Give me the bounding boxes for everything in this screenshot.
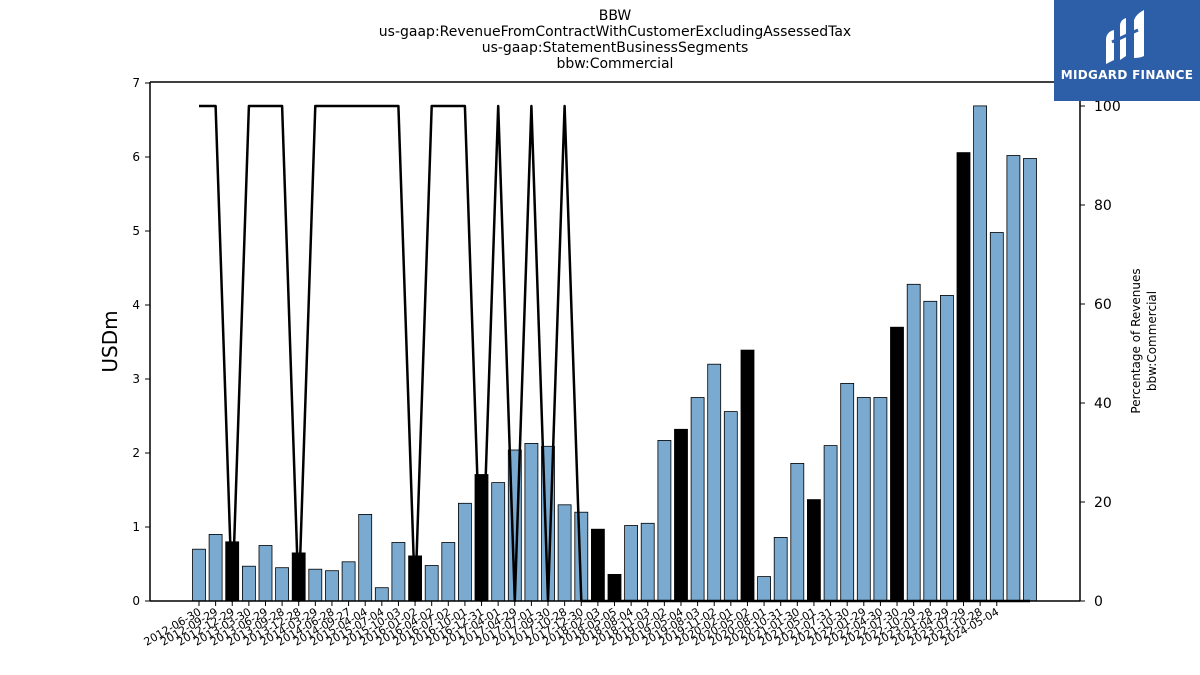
bar <box>208 534 223 602</box>
y-tick-label: 1 <box>132 520 140 534</box>
bar <box>840 382 855 602</box>
logo: MIDGARD FINANCE <box>1054 0 1200 101</box>
chart-title-line-4: bbw:Commercial <box>556 56 674 72</box>
bar <box>441 542 456 602</box>
y-tick-label: 4 <box>132 298 140 312</box>
bar <box>607 574 622 602</box>
bar <box>923 300 938 602</box>
bar <box>890 326 904 602</box>
bar <box>391 542 406 602</box>
y-tick-label: 2 <box>132 446 140 460</box>
bar <box>325 570 339 602</box>
chart-title-line-2: us-gaap:RevenueFromContractWithCustomerE… <box>378 24 852 40</box>
bar <box>740 349 755 602</box>
bar <box>856 397 871 602</box>
bar <box>624 525 638 602</box>
y2-tick-label: 40 <box>1094 396 1112 412</box>
bar <box>524 442 539 602</box>
bar <box>873 397 888 602</box>
bar <box>757 576 771 602</box>
bar <box>1006 155 1021 602</box>
bar <box>241 565 256 602</box>
y-tick-label: 0 <box>132 594 140 608</box>
bar <box>374 587 389 602</box>
bar <box>807 499 821 602</box>
bar <box>640 522 655 602</box>
y2-tick-label: 80 <box>1094 198 1112 214</box>
bar <box>973 105 987 602</box>
logo-mark-icon <box>1106 10 1144 64</box>
bar <box>790 462 805 602</box>
logo-text: MIDGARD FINANCE <box>1060 68 1194 82</box>
bar <box>341 561 356 602</box>
bar <box>457 502 472 602</box>
bar <box>192 548 206 602</box>
y-tick-label: 3 <box>132 372 140 386</box>
bar <box>308 568 323 602</box>
bar <box>707 363 722 602</box>
y-tick-label: 7 <box>132 76 140 90</box>
bar <box>690 397 705 602</box>
bar <box>940 294 954 602</box>
bar <box>557 504 572 602</box>
y2-tick-label: 0 <box>1094 594 1103 610</box>
bar <box>591 528 605 602</box>
y2-axis-label: Percentage of Revenues <box>1129 268 1143 413</box>
bar <box>906 283 921 602</box>
bar <box>723 411 738 602</box>
bar <box>823 445 838 602</box>
chart-title-line-1: BBW <box>598 8 632 24</box>
bar <box>491 482 506 602</box>
y2-tick-label: 20 <box>1094 495 1112 511</box>
chart-title-line-3: us-gaap:StatementBusinessSegments <box>481 40 749 56</box>
y-tick-label: 6 <box>132 150 140 164</box>
bar <box>358 514 373 602</box>
bar <box>275 567 290 602</box>
y2-axis-label: bbw:Commercial <box>1145 291 1159 391</box>
bar <box>773 537 788 602</box>
bar <box>424 565 439 602</box>
bar <box>1023 158 1037 602</box>
y2-tick-label: 100 <box>1094 99 1121 115</box>
bar <box>258 545 273 602</box>
bar <box>989 232 1004 602</box>
bar <box>657 439 672 602</box>
bar <box>674 428 688 602</box>
bar <box>956 152 971 602</box>
y-tick-label: 5 <box>132 224 140 238</box>
y2-tick-label: 60 <box>1094 297 1112 313</box>
series-line <box>199 104 1030 603</box>
y-axis-label: USDm <box>98 310 122 372</box>
